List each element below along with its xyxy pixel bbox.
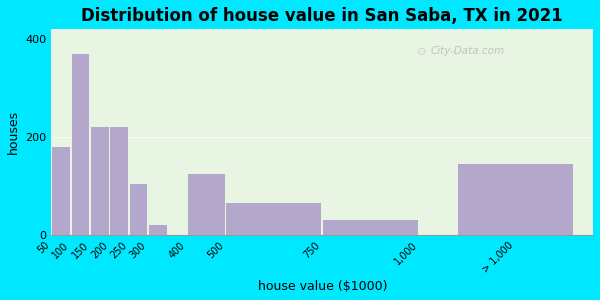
Bar xyxy=(110,127,128,235)
Text: ⊙: ⊙ xyxy=(417,47,427,57)
Bar xyxy=(130,184,148,235)
Bar xyxy=(52,147,70,235)
Text: City-Data.com: City-Data.com xyxy=(431,46,505,56)
X-axis label: house value ($1000): house value ($1000) xyxy=(257,280,387,293)
Bar xyxy=(91,127,109,235)
Bar xyxy=(149,225,167,235)
Title: Distribution of house value in San Saba, TX in 2021: Distribution of house value in San Saba,… xyxy=(82,7,563,25)
Bar xyxy=(188,174,225,235)
Bar xyxy=(226,203,322,235)
Bar xyxy=(323,220,418,235)
Bar xyxy=(71,54,89,235)
Bar xyxy=(458,164,573,235)
Y-axis label: houses: houses xyxy=(7,110,20,154)
